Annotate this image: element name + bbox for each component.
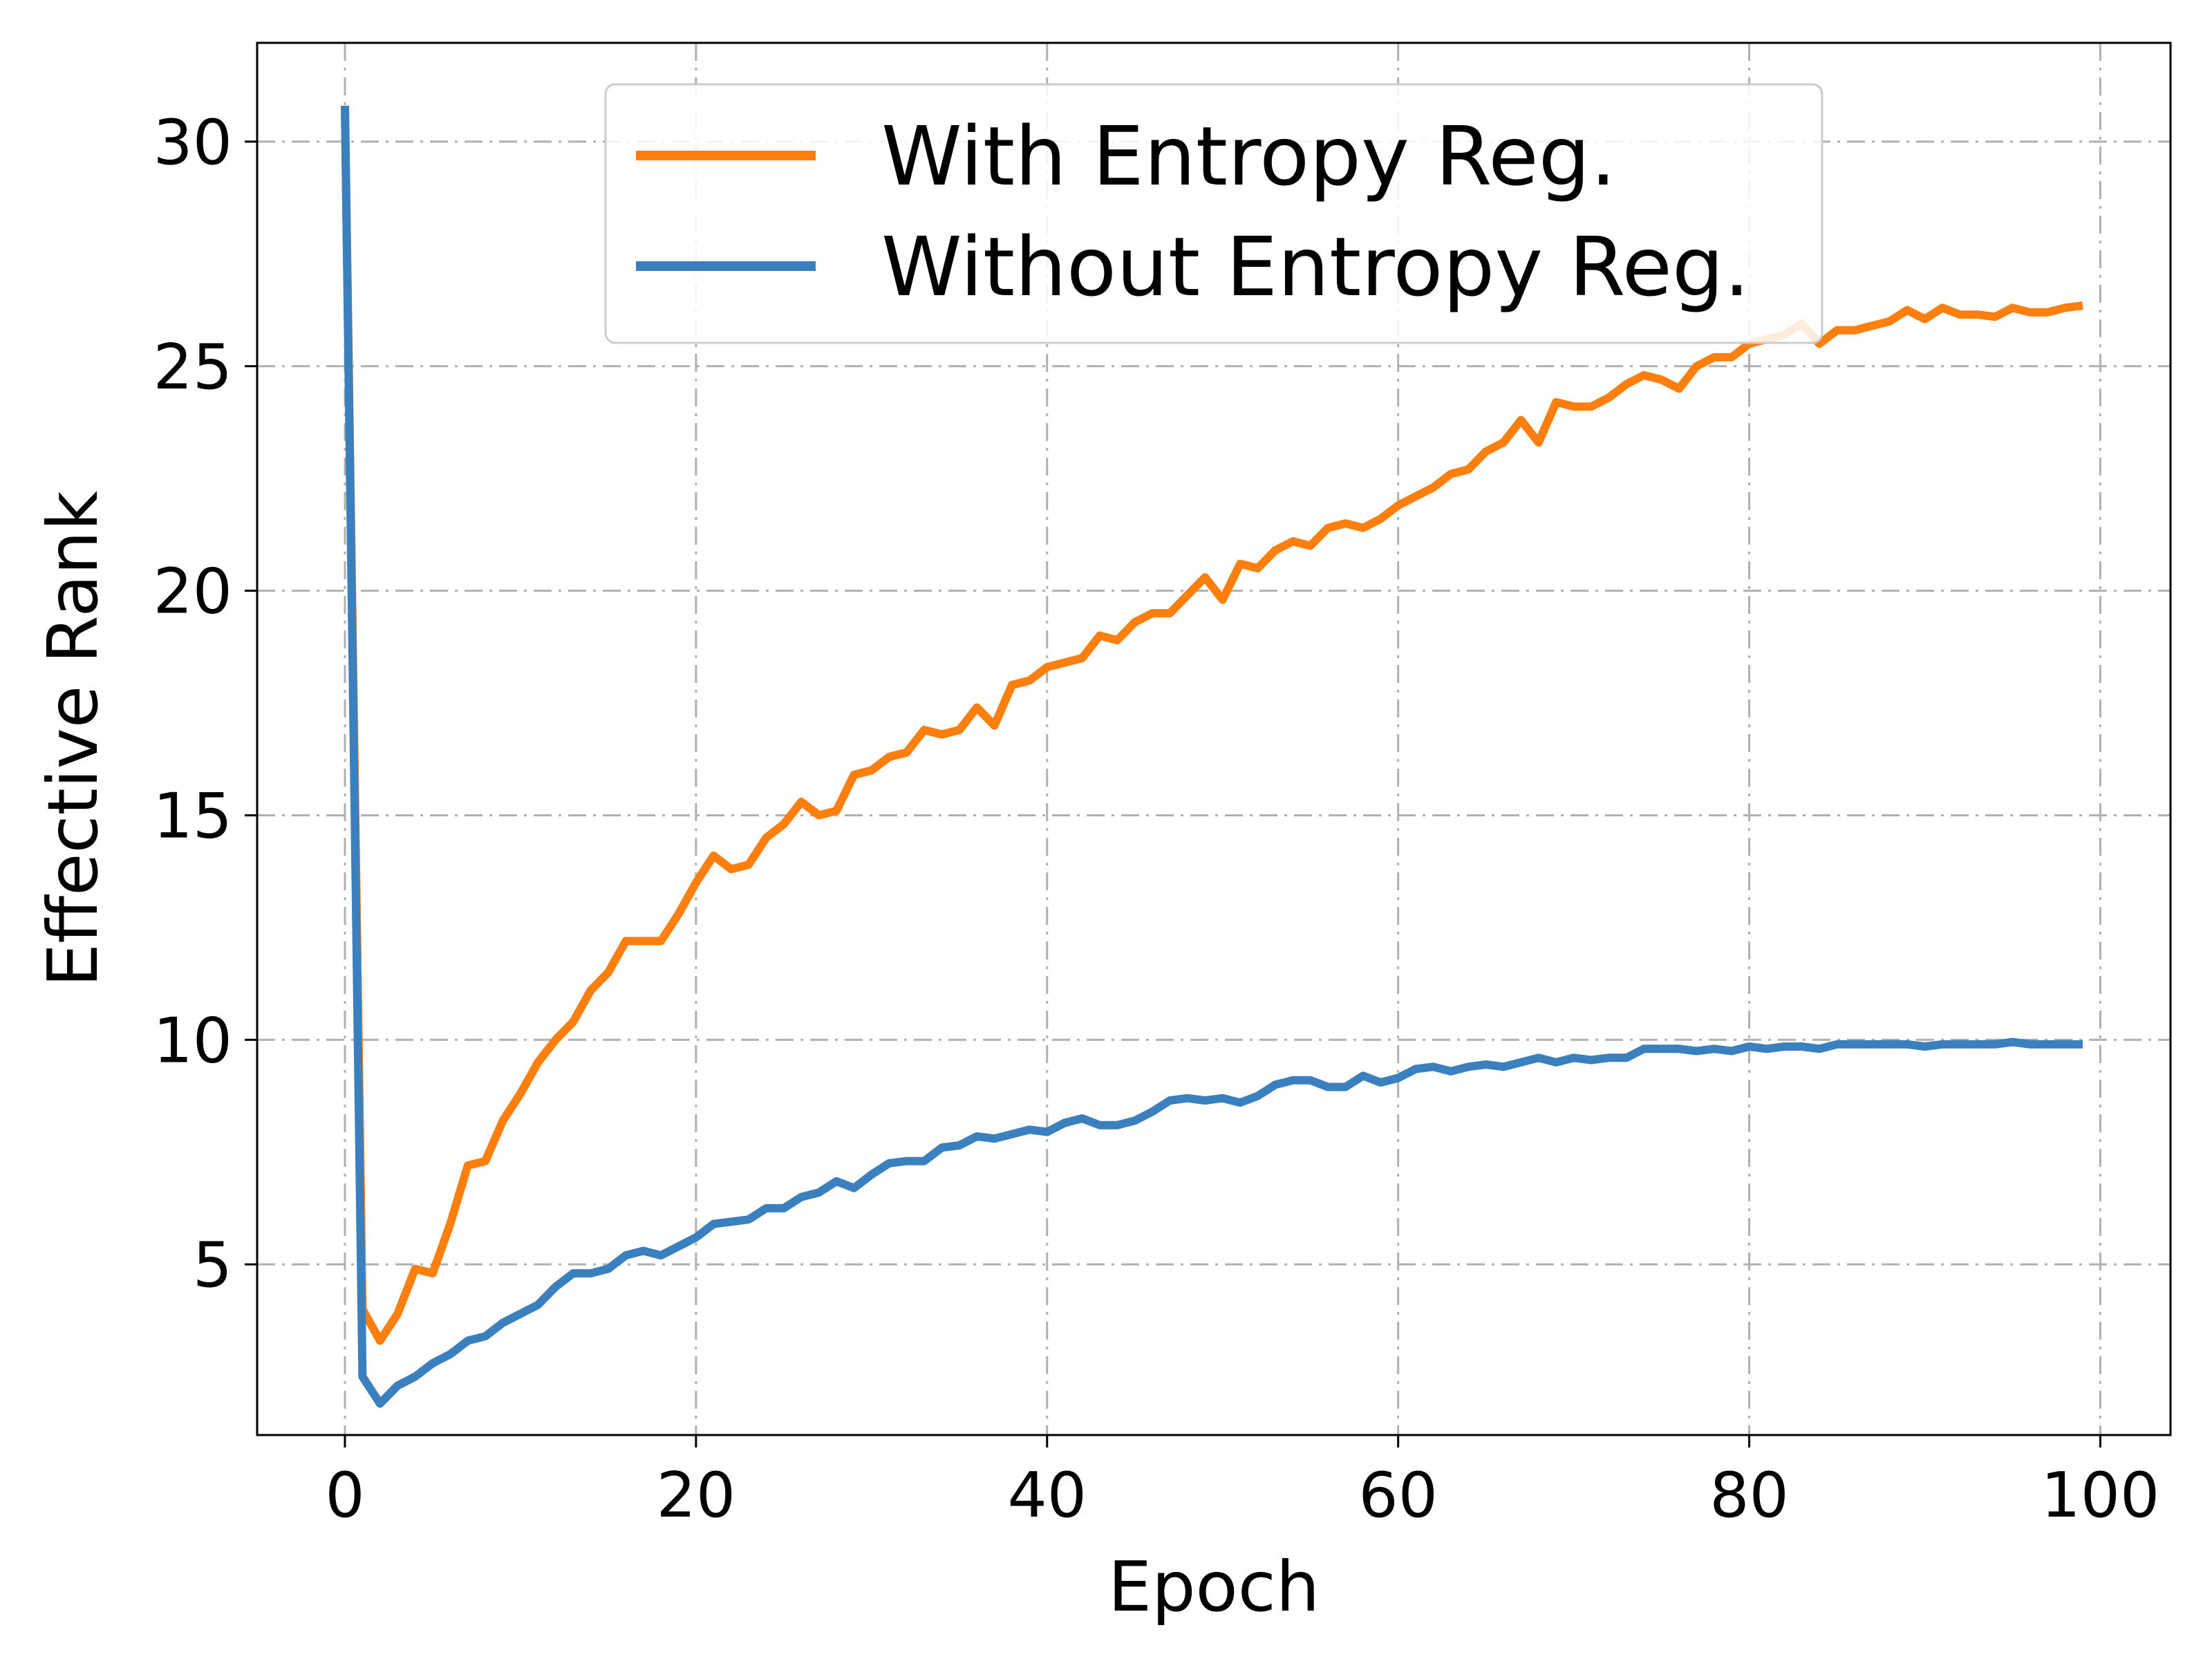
- series-line-without-entropy-reg: [341, 105, 2083, 1408]
- legend: With Entropy Reg. Without Entropy Reg.: [604, 83, 1824, 344]
- plot-area-frame: [256, 41, 2172, 1436]
- legend-label-with-entropy-reg: With Entropy Reg.: [881, 109, 1616, 204]
- y-tick-label: 25: [153, 331, 232, 404]
- y-tick-label: 5: [193, 1229, 232, 1302]
- y-tick-label: 10: [153, 1004, 232, 1077]
- x-tick-label: 40: [1007, 1459, 1087, 1532]
- legend-box: [604, 83, 1824, 344]
- x-tick-label: 20: [657, 1459, 736, 1532]
- y-tick-label: 15: [153, 780, 232, 852]
- x-axis-label: Epoch: [1108, 1546, 1320, 1627]
- grid-lines: [257, 43, 2171, 1435]
- x-tick-label: 80: [1709, 1459, 1789, 1532]
- x-tick-label: 100: [2041, 1459, 2160, 1532]
- axis-ticks: 0 20 40 60 80 100 5 10 15 20 25 30: [153, 106, 2159, 1532]
- legend-label-without-entropy-reg: Without Entropy Reg.: [881, 219, 1750, 315]
- y-tick-label: 30: [153, 106, 232, 179]
- x-tick-label: 60: [1358, 1459, 1438, 1532]
- y-axis-label: Effective Rank: [32, 491, 113, 987]
- x-tick-label: 0: [325, 1459, 364, 1532]
- y-tick-label: 20: [153, 556, 232, 628]
